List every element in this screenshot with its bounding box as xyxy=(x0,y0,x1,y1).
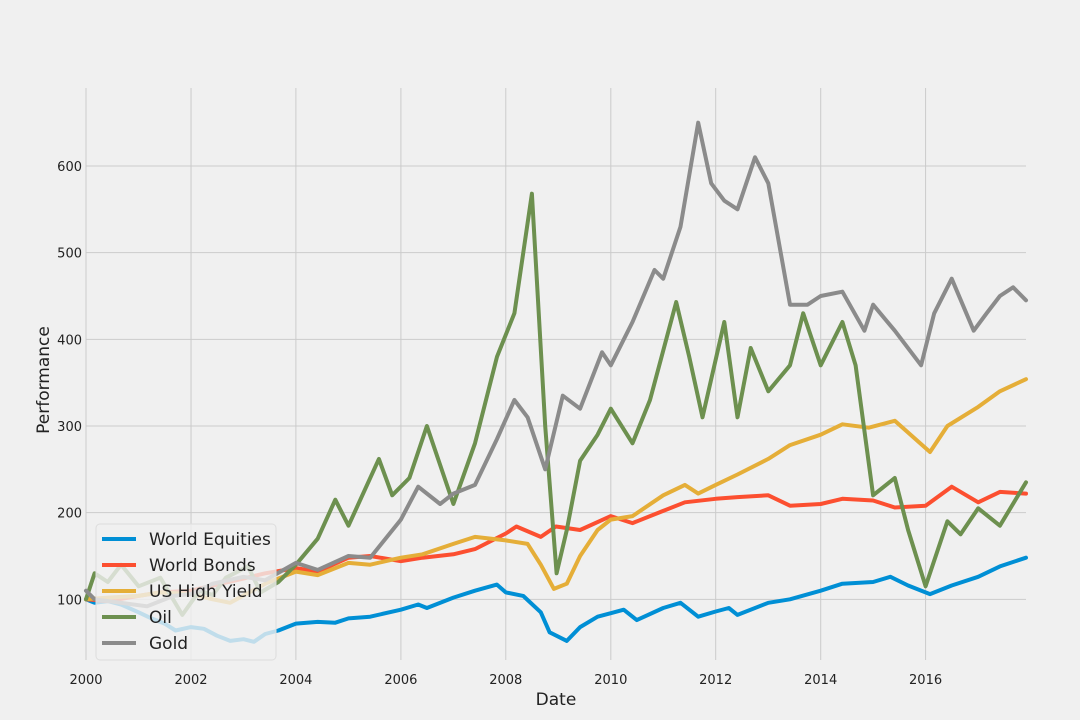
y-tick-label: 400 xyxy=(57,333,82,348)
x-axis-label: Date xyxy=(536,690,577,710)
y-tick-label: 200 xyxy=(57,507,82,522)
grid xyxy=(85,88,1026,660)
legend-label: US High Yield xyxy=(149,582,263,602)
y-axis-label: Performance xyxy=(34,326,54,434)
legend-label: World Equities xyxy=(149,530,271,550)
y-tick-label: 600 xyxy=(57,160,82,175)
x-tick-label: 2012 xyxy=(699,673,732,688)
x-tick-label: 2008 xyxy=(489,673,522,688)
x-tick-label: 2004 xyxy=(279,673,312,688)
y-tick-label: 100 xyxy=(57,593,82,608)
x-axis-ticks: 2000 2002 2004 2006 2008 2010 2012 2014 2016 xyxy=(69,673,942,688)
legend-box xyxy=(95,523,277,661)
y-tick-label: 300 xyxy=(57,420,82,435)
x-tick-label: 2000 xyxy=(69,673,102,688)
legend-label: Gold xyxy=(149,634,188,654)
y-tick-label: 500 xyxy=(57,247,82,262)
x-tick-label: 2016 xyxy=(909,673,942,688)
x-tick-label: 2002 xyxy=(174,673,207,688)
x-tick-label: 2006 xyxy=(384,673,417,688)
x-tick-label: 2010 xyxy=(594,673,627,688)
y-axis-ticks: 100 200 300 400 500 600 xyxy=(57,160,82,608)
legend: World Equities World Bonds US High Yield Oi… xyxy=(95,523,277,661)
legend-label: World Bonds xyxy=(149,556,256,576)
x-tick-label: 2014 xyxy=(804,673,837,688)
legend-label: Oil xyxy=(149,608,172,628)
